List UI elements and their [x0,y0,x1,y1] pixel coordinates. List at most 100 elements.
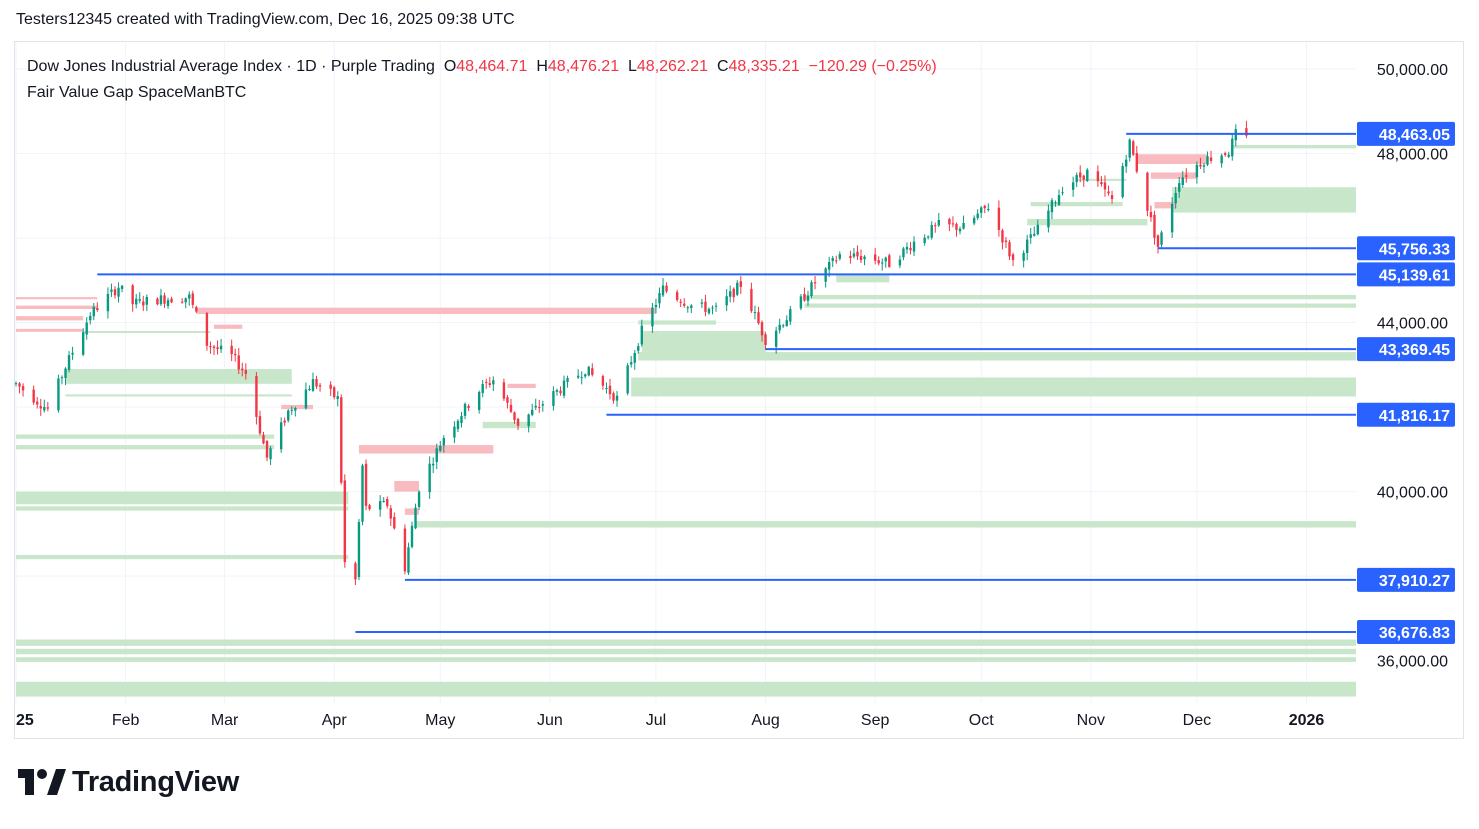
candle-down-body [538,406,541,408]
candle-down-body [951,223,955,225]
bullish-fvg-zone [16,445,275,450]
candle-down-body [241,368,244,371]
candle-up-body [651,307,654,327]
candle-down-body [1079,172,1082,178]
candle-up-body [279,422,283,450]
candle-down-body [1001,230,1004,243]
candle-up-body [555,390,559,392]
candle-down-body [21,386,25,391]
candle-up-body [785,320,788,326]
candle-up-body [184,298,187,303]
candle-up-body [1061,192,1064,194]
candle-up-body [1075,175,1078,183]
candle-down-body [888,255,891,267]
candle-down-body [283,420,286,423]
candle-down-body [142,301,145,306]
chart-attribution: Testers12345 created with TradingView.co… [16,11,515,28]
candle-down-body [205,313,209,346]
candle-down-body [955,223,958,230]
tradingview-logo[interactable]: TradingView [18,766,239,799]
price-tick-label: 50,000.00 [1377,62,1448,79]
candle-up-body [453,426,456,438]
candle-down-body [559,390,562,394]
candle-down-body [591,368,594,375]
bearish-fvg-zone [404,508,420,515]
candle-up-body [905,246,909,250]
candle-up-body [135,298,138,305]
candle-down-body [32,389,35,403]
candle-up-body [110,289,113,292]
candle-down-body [163,295,166,304]
time-tick-label: May [425,712,455,729]
bullish-fvg-zone [631,377,1356,397]
bullish-fvg-zone [65,369,292,384]
candle-up-body [923,237,926,244]
candle-up-body [382,500,385,502]
candle-down-body [509,404,513,412]
candle-up-body [661,285,665,296]
candle-down-body [255,376,258,417]
candle-down-body [1100,182,1103,184]
bullish-fvg-zone [415,521,1357,528]
candle-up-body [60,377,64,379]
time-tick-label: Jun [537,712,563,729]
candle-down-body [96,308,99,311]
candle-up-body [1195,164,1199,178]
candle-down-body [1149,211,1153,218]
candle-up-body [1057,195,1061,205]
candle-down-body [364,463,368,506]
bullish-fvg-zone [641,330,766,359]
candle-up-body [71,352,74,355]
candle-up-body [629,362,633,365]
candle-up-body [435,448,438,463]
legend-high-key: H [536,58,548,75]
candle-down-body [393,516,396,529]
candle-up-body [912,241,916,252]
candle-up-body [782,325,785,327]
candle-up-body [987,208,990,211]
candle-up-body [541,404,545,406]
candle-up-body [14,383,18,385]
candle-down-body [354,563,357,580]
candle-down-body [704,301,707,312]
candle-down-body [368,505,371,510]
legend-low-value: 48,262.21 [636,58,709,75]
candle-up-body [357,522,361,578]
candle-up-body [1121,166,1124,198]
price-tick-label: 36,000.00 [1377,654,1448,671]
candle-down-body [340,397,343,483]
candle-up-body [690,305,693,309]
time-tick-label: Oct [969,712,994,729]
candle-down-body [1008,242,1011,257]
candle-down-body [234,353,237,356]
candle-down-body [856,251,859,257]
candle-up-body [43,406,46,411]
candle-up-body [294,408,297,411]
candle-up-body [1170,203,1174,233]
candle-up-body [311,379,315,391]
candle-up-body [85,322,88,335]
bearish-fvg-zone [394,481,420,492]
candle-down-body [180,301,184,303]
candle-down-body [757,312,760,324]
candle-up-body [534,405,537,408]
candle-up-body [799,296,803,309]
candle-down-body [329,384,332,389]
candle-down-body [156,298,159,305]
candle-down-body [909,248,912,251]
candle-down-body [46,407,50,409]
candle-up-body [852,253,856,257]
bullish-fvg-zone [16,639,1356,646]
legend-low-key: L [627,58,637,75]
candle-down-body [265,441,269,458]
candle-up-body [120,285,124,289]
candle-down-body [403,528,407,572]
candle-down-body [467,405,470,408]
bullish-fvg-zone [1172,187,1356,190]
candle-up-body [287,410,290,421]
candle-down-body [1153,214,1156,238]
candle-up-body [1025,239,1029,254]
candle-up-body [640,325,644,345]
candle-down-body [485,382,488,384]
